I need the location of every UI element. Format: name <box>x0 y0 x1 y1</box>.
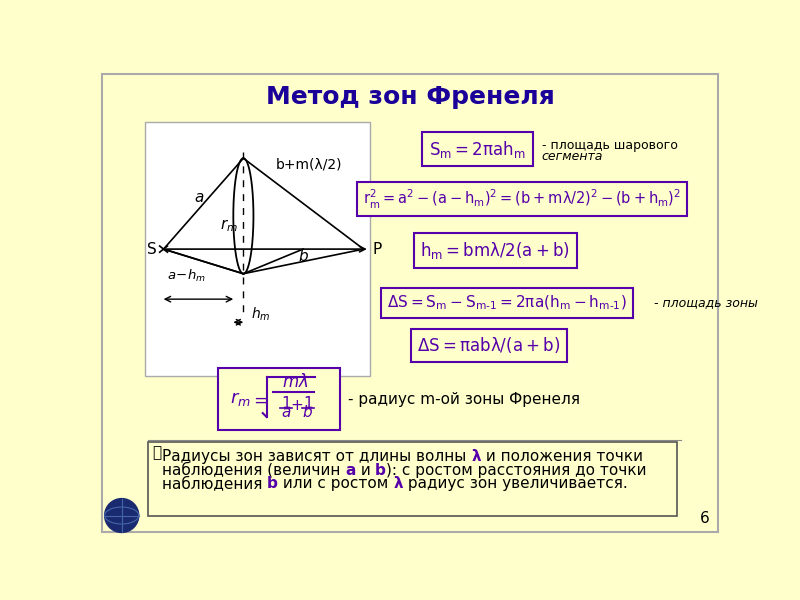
Text: $=$: $=$ <box>250 390 268 408</box>
Text: и: и <box>356 463 375 478</box>
Text: b: b <box>298 250 308 264</box>
Text: наблюдения (величин: наблюдения (величин <box>162 462 346 478</box>
Text: 6: 6 <box>700 511 710 526</box>
Text: Метод зон Френеля: Метод зон Френеля <box>266 85 554 109</box>
Text: $r_m$: $r_m$ <box>221 218 238 235</box>
Text: b+m(λ/2): b+m(λ/2) <box>276 157 342 172</box>
Text: $1$: $1$ <box>302 395 313 411</box>
Text: λ: λ <box>394 476 403 491</box>
Bar <box>218 368 340 430</box>
Text: a: a <box>194 190 204 205</box>
Text: - радиус m-ой зоны Френеля: - радиус m-ой зоны Френеля <box>348 392 580 407</box>
Text: $a\!-\!h_m$: $a\!-\!h_m$ <box>167 268 206 284</box>
Circle shape <box>105 499 138 532</box>
Text: b: b <box>375 463 386 478</box>
Text: $\mathrm{r_m^2 = a^2 - (a - h_m)^2 = (b + m\lambda/2)^2 - (b+ h_m)^2}$: $\mathrm{r_m^2 = a^2 - (a - h_m)^2 = (b … <box>363 187 682 211</box>
Text: λ: λ <box>471 449 481 464</box>
Text: наблюдения: наблюдения <box>162 476 267 491</box>
Bar <box>145 122 370 376</box>
Text: а: а <box>346 463 356 478</box>
Text: радиус зон увеличивается.: радиус зон увеличивается. <box>403 476 628 491</box>
Text: $+$: $+$ <box>290 398 303 413</box>
Text: $1$: $1$ <box>281 395 291 411</box>
Text: $\mathrm{\Delta S = S_m - S_{m\text{-}1} = 2\pi a(h_m - h_{m\text{-}1})}$: $\mathrm{\Delta S = S_m - S_{m\text{-}1}… <box>387 294 626 312</box>
Text: или с ростом: или с ростом <box>278 476 394 491</box>
Text: - площадь зоны: - площадь зоны <box>654 296 758 310</box>
Text: $\mathregular{S_m = 2\pi a h_m}$: $\mathregular{S_m = 2\pi a h_m}$ <box>429 139 526 160</box>
Text: - площадь шарового: - площадь шарового <box>542 139 678 152</box>
Text: $m\lambda$: $m\lambda$ <box>282 373 309 391</box>
Text: $\mathrm{\Delta S = \pi ab\lambda/(a+b)}$: $\mathrm{\Delta S = \pi ab\lambda/(a+b)}… <box>418 335 561 355</box>
Bar <box>148 442 677 515</box>
Text: и положения точки: и положения точки <box>481 449 642 464</box>
Text: b: b <box>267 476 278 491</box>
Text: ): с ростом расстояния до точки: ): с ростом расстояния до точки <box>386 463 646 478</box>
Text: $b$: $b$ <box>302 404 313 421</box>
Text: Радиусы зон зависят от длины волны: Радиусы зон зависят от длины волны <box>162 449 471 464</box>
Text: $\mathrm{h_m = bm\lambda/2(a+b)}$: $\mathrm{h_m = bm\lambda/2(a+b)}$ <box>420 240 570 261</box>
Text: 🍺: 🍺 <box>153 445 162 460</box>
Text: $h_m$: $h_m$ <box>250 306 270 323</box>
Text: S: S <box>147 242 157 257</box>
Text: сегмента: сегмента <box>542 150 603 163</box>
Text: $r_m$: $r_m$ <box>230 390 251 408</box>
Text: $a$: $a$ <box>281 405 291 420</box>
Text: P: P <box>373 242 382 257</box>
